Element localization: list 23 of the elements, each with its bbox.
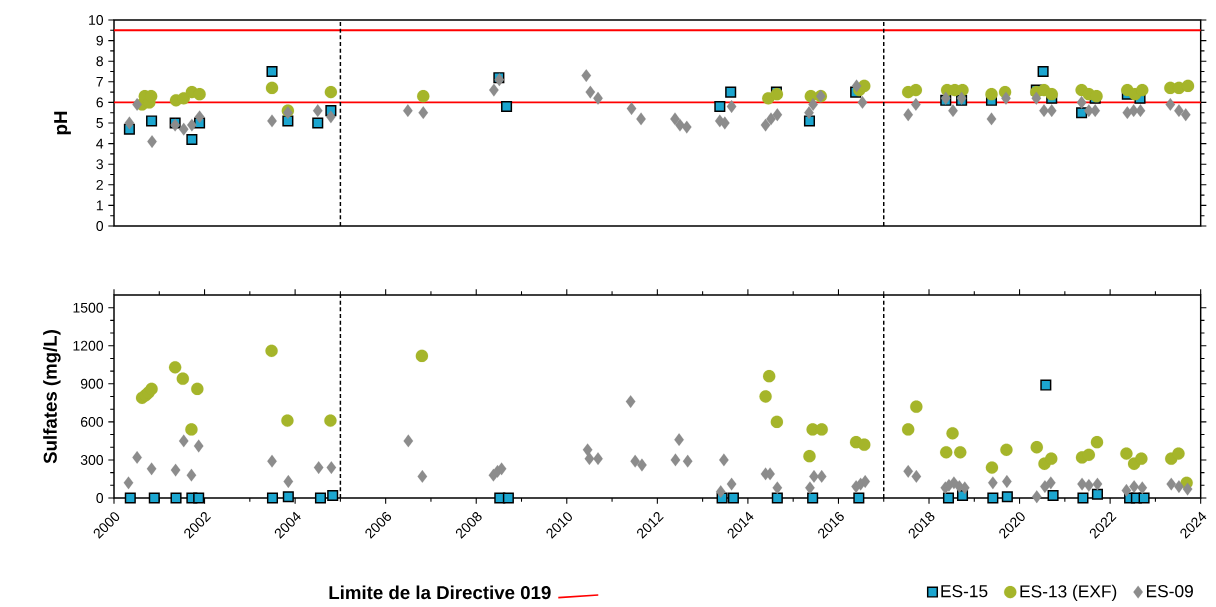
y-tick-label: 5 bbox=[96, 118, 104, 128]
legend-label: ES-15 bbox=[941, 585, 988, 598]
legend-label: ES-09 bbox=[1146, 585, 1193, 598]
y-axis-title: pH bbox=[54, 111, 71, 135]
legend-label: Limite de la Directive 019 bbox=[329, 585, 551, 600]
y-tick-label: 300 bbox=[80, 454, 104, 465]
y-tick-label: 4 bbox=[96, 138, 104, 149]
y-tick-label: 1 bbox=[96, 200, 103, 211]
y-tick-label: 900 bbox=[80, 378, 104, 389]
y-axis-title: Sulfates (mg/L) bbox=[43, 330, 61, 464]
y-tick-label: 1500 bbox=[73, 302, 104, 313]
y-tick-label: 3 bbox=[96, 159, 103, 170]
y-tick-label: 1200 bbox=[73, 340, 104, 351]
y-tick-label: 10 bbox=[89, 15, 104, 25]
y-tick-label: 7 bbox=[96, 76, 103, 87]
y-tick-label: 9 bbox=[96, 35, 103, 46]
y-tick-label: 600 bbox=[80, 416, 104, 427]
y-tick-label: 0 bbox=[96, 493, 104, 503]
y-tick-label: 0 bbox=[96, 221, 104, 231]
y-tick-label: 6 bbox=[96, 97, 103, 108]
y-tick-label: 8 bbox=[96, 56, 103, 67]
y-tick-label: 2 bbox=[96, 179, 103, 190]
legend-label: ES-13 (EXF) bbox=[1020, 584, 1117, 601]
